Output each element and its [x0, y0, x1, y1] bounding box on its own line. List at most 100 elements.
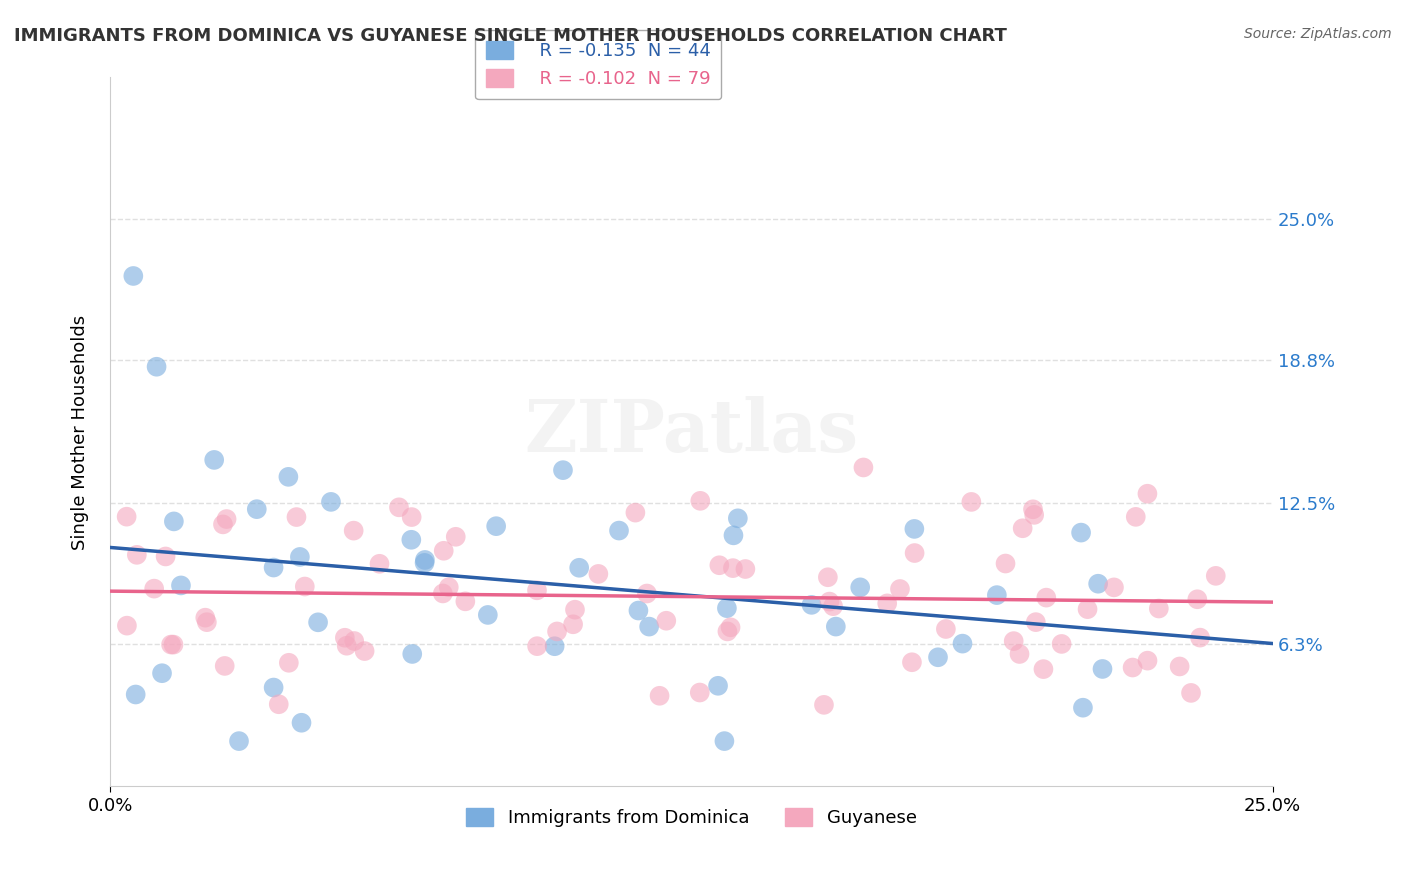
Point — [319, 495, 342, 509]
Point — [1180, 686, 1202, 700]
Text: Source: ZipAtlas.com: Source: ZipAtlas.com — [1244, 27, 1392, 41]
Point — [212, 517, 235, 532]
Point — [716, 624, 738, 639]
Point — [343, 634, 366, 648]
Point — [413, 553, 436, 567]
Point — [1035, 591, 1057, 605]
Point — [1136, 486, 1159, 500]
Point — [333, 631, 356, 645]
Point — [709, 558, 731, 573]
Point — [277, 656, 299, 670]
Point — [432, 586, 454, 600]
Point — [454, 594, 477, 608]
Point — [1125, 509, 1147, 524]
Point — [546, 624, 568, 639]
Point — [721, 561, 744, 575]
Point — [526, 583, 548, 598]
Point — [401, 647, 423, 661]
Point — [689, 493, 711, 508]
Point — [267, 698, 290, 712]
Point — [368, 557, 391, 571]
Point — [1205, 569, 1227, 583]
Point — [727, 511, 749, 525]
Point — [638, 619, 661, 633]
Point — [145, 359, 167, 374]
Point — [444, 530, 467, 544]
Point — [1122, 660, 1144, 674]
Point — [551, 463, 574, 477]
Point — [1050, 637, 1073, 651]
Point — [734, 562, 756, 576]
Point — [125, 688, 148, 702]
Point — [707, 679, 730, 693]
Point — [170, 578, 193, 592]
Point — [353, 644, 375, 658]
Point — [903, 546, 925, 560]
Point — [876, 596, 898, 610]
Point — [1025, 615, 1047, 629]
Point — [1024, 508, 1046, 522]
Point — [952, 637, 974, 651]
Point — [1187, 592, 1209, 607]
Point — [307, 615, 329, 630]
Point — [228, 734, 250, 748]
Point — [155, 549, 177, 564]
Point — [294, 580, 316, 594]
Point — [194, 610, 217, 624]
Point — [960, 495, 983, 509]
Point — [901, 655, 924, 669]
Point — [648, 689, 671, 703]
Point — [160, 638, 183, 652]
Point — [115, 618, 138, 632]
Point — [636, 586, 658, 600]
Point — [1022, 502, 1045, 516]
Point — [246, 502, 269, 516]
Point — [627, 603, 650, 617]
Point — [889, 582, 911, 596]
Point — [215, 512, 238, 526]
Point — [122, 268, 145, 283]
Point — [543, 639, 565, 653]
Point — [115, 509, 138, 524]
Point — [927, 650, 949, 665]
Point — [818, 594, 841, 608]
Point — [723, 528, 745, 542]
Point — [720, 620, 742, 634]
Point — [1071, 700, 1094, 714]
Point — [413, 556, 436, 570]
Point — [1189, 631, 1212, 645]
Point — [1102, 580, 1125, 594]
Point — [162, 638, 184, 652]
Point — [1168, 659, 1191, 673]
Point — [263, 560, 285, 574]
Point — [290, 715, 312, 730]
Point — [562, 617, 585, 632]
Point — [713, 734, 735, 748]
Point — [202, 453, 225, 467]
Point — [1087, 576, 1109, 591]
Point — [195, 615, 218, 630]
Point — [477, 607, 499, 622]
Point — [214, 659, 236, 673]
Point — [849, 580, 872, 594]
Point — [1091, 662, 1114, 676]
Point — [433, 543, 456, 558]
Point — [526, 639, 548, 653]
Point — [343, 524, 366, 538]
Point — [564, 602, 586, 616]
Y-axis label: Single Mother Households: Single Mother Households — [72, 314, 89, 549]
Point — [994, 557, 1017, 571]
Point — [1032, 662, 1054, 676]
Point — [852, 460, 875, 475]
Text: ZIPatlas: ZIPatlas — [524, 396, 859, 467]
Point — [1011, 521, 1033, 535]
Point — [143, 582, 166, 596]
Point — [607, 524, 630, 538]
Point — [689, 685, 711, 699]
Legend: Immigrants from Dominica, Guyanese: Immigrants from Dominica, Guyanese — [458, 800, 924, 834]
Text: IMMIGRANTS FROM DOMINICA VS GUYANESE SINGLE MOTHER HOUSEHOLDS CORRELATION CHART: IMMIGRANTS FROM DOMINICA VS GUYANESE SIN… — [14, 27, 1007, 45]
Point — [1002, 634, 1025, 648]
Point — [1147, 601, 1170, 615]
Point — [336, 639, 359, 653]
Point — [263, 681, 285, 695]
